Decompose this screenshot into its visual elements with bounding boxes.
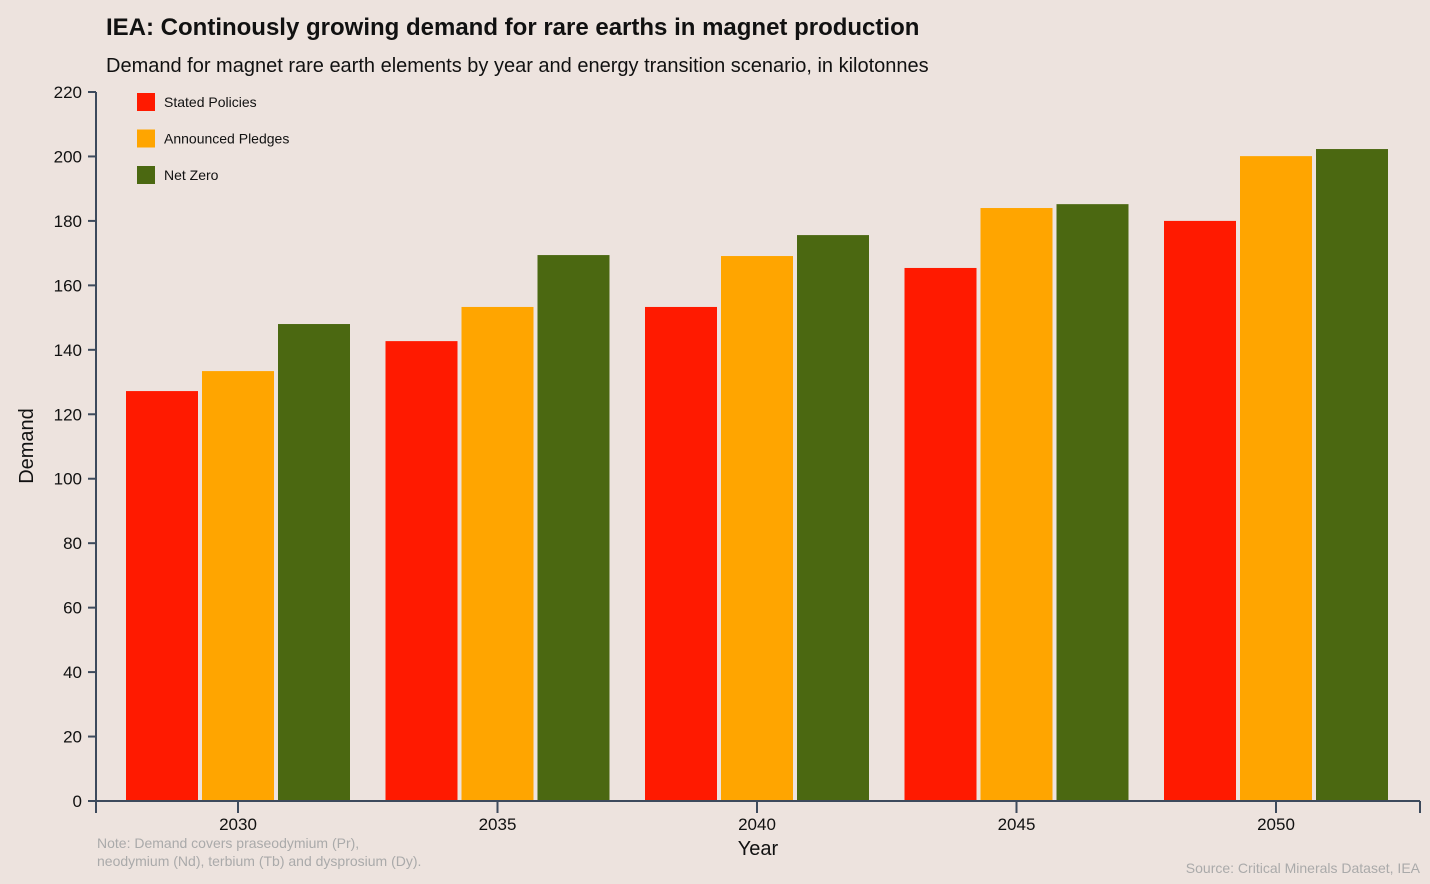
y-tick-label: 120	[54, 405, 82, 424]
bar-net-zero-2030	[278, 324, 350, 801]
x-axis-label: Year	[738, 838, 779, 860]
legend-label: Net Zero	[164, 167, 219, 183]
legend-label: Announced Pledges	[164, 131, 289, 147]
legend-swatch	[137, 129, 155, 148]
bar-stated-policies-2030	[126, 391, 198, 801]
y-tick-label: 60	[63, 599, 82, 618]
y-tick-label: 180	[54, 212, 82, 231]
chart-title: IEA: Continously growing demand for rare…	[106, 14, 920, 41]
y-axis-label: Demand	[16, 408, 38, 484]
legend-swatch	[137, 166, 155, 184]
bar-announced-pledges-2045	[980, 208, 1053, 801]
source-text: Source: Critical Minerals Dataset, IEA	[1185, 860, 1420, 876]
bar-announced-pledges-2030	[202, 371, 274, 801]
bar-stated-policies-2045	[904, 267, 977, 801]
bar-net-zero-2040	[797, 235, 869, 801]
legend-label: Stated Policies	[164, 94, 257, 110]
y-tick-label: 0	[73, 792, 82, 811]
footnote-line-2: neodymium (Nd), terbium (Tb) and dyspros…	[97, 853, 422, 869]
y-tick-label: 220	[54, 83, 82, 102]
x-tick-label: 2035	[479, 815, 517, 834]
bar-net-zero-2050	[1316, 149, 1388, 802]
bar-announced-pledges-2040	[721, 256, 793, 801]
bar-stated-policies-2040	[645, 306, 717, 801]
bar-announced-pledges-2050	[1240, 156, 1312, 802]
x-tick-label: 2040	[738, 815, 776, 834]
bar-announced-pledges-2035	[461, 306, 534, 801]
bar-net-zero-2035	[537, 255, 610, 801]
y-tick-label: 100	[54, 470, 82, 489]
y-tick-label: 140	[54, 341, 82, 360]
y-tick-label: 200	[54, 147, 82, 166]
footnote-line-1: Note: Demand covers praseodymium (Pr),	[97, 835, 360, 851]
chart-subtitle: Demand for magnet rare earth elements by…	[106, 55, 929, 77]
bar-net-zero-2045	[1056, 204, 1129, 802]
bar-stated-policies-2035	[385, 341, 458, 801]
bar-stated-policies-2050	[1164, 220, 1236, 802]
y-tick-label: 40	[63, 663, 82, 682]
y-tick-label: 160	[54, 276, 82, 295]
y-tick-label: 80	[63, 534, 82, 553]
legend-swatch	[137, 93, 155, 111]
y-tick-label: 20	[63, 728, 82, 747]
x-tick-label: 2030	[219, 815, 257, 834]
x-tick-label: 2045	[998, 815, 1036, 834]
x-tick-label: 2050	[1257, 815, 1295, 834]
footnote: Note: Demand covers praseodymium (Pr), n…	[97, 834, 421, 870]
